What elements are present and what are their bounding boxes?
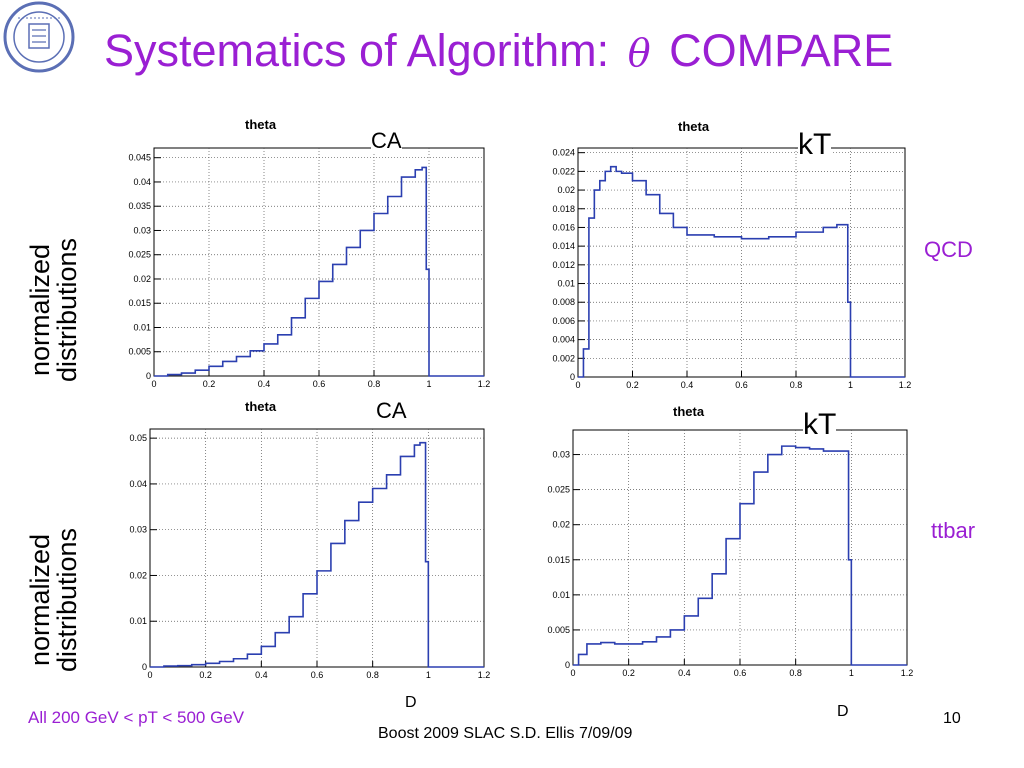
x-tick-label: 1.2 (899, 380, 912, 390)
y-tick-label: 0.015 (547, 555, 570, 565)
x-tick-label: 1 (426, 670, 431, 680)
x-tick-label: 0.4 (255, 670, 268, 680)
y-tick-label: 0.02 (552, 520, 570, 530)
algorithm-label-kt-top: kT (798, 128, 832, 162)
row-label-line1: normalized (25, 533, 55, 667)
algorithm-label-kt-bottom: kT (803, 408, 837, 442)
pt-range-note: All 200 GeV < pT < 500 GeV (28, 708, 245, 727)
x-tick-label: 0.6 (735, 380, 748, 390)
x-tick-label: 0.8 (789, 668, 802, 678)
y-tick-label: 0.025 (128, 250, 151, 260)
title-text: Systematics of Algorithm: (104, 25, 610, 76)
x-tick-label: 0.6 (313, 379, 326, 389)
x-tick-label: 1.2 (901, 668, 914, 678)
row-label-line1: normalized (25, 243, 55, 377)
x-axis-label-d-right: D (837, 703, 849, 720)
row-label-top: normalized distributions (25, 190, 82, 430)
y-tick-label: 0.05 (129, 433, 147, 443)
x-tick-label: 1.2 (478, 670, 491, 680)
row-label-line2: distributions (52, 237, 82, 383)
chart-kt-qcd: 0 0.2 0.4 0.6 0.8 1 1.2 0 0.002 0.004 0.006 0.008 0.… (552, 119, 912, 390)
y-tick-label: 0.022 (552, 166, 575, 176)
qcd-label: QCD (924, 237, 973, 262)
x-axis-label-d-left: D (405, 694, 417, 711)
plot-frame (149, 428, 485, 668)
y-tick-label: 0.02 (133, 274, 151, 284)
y-tick-label: 0.03 (552, 450, 570, 460)
x-tick-label: 0.6 (311, 670, 324, 680)
y-tick-label: 0.045 (128, 153, 151, 163)
y-tick-label: 0.01 (129, 616, 147, 626)
y-tick-label: 0.024 (552, 148, 575, 158)
histogram-series (154, 166, 484, 377)
row-label-bottom: normalized distributions (25, 480, 82, 720)
y-tick-label: 0.015 (128, 298, 151, 308)
x-tick-label: 0.2 (622, 668, 635, 678)
y-tick-label: 0 (570, 372, 575, 382)
y-tick-label: 0.03 (129, 525, 147, 535)
y-tick-label: 0.03 (133, 225, 151, 235)
y-tick-label: 0 (565, 660, 570, 670)
y-tick-label: 0.025 (547, 485, 570, 495)
histogram-series (578, 165, 905, 378)
y-tick-label: 0.016 (552, 222, 575, 232)
x-tick-label: 0.6 (734, 668, 747, 678)
x-tick-label: 0.8 (368, 379, 381, 389)
slide-number: 10 (943, 710, 961, 727)
chart-title: theta (245, 399, 277, 414)
y-tick-label: 0.005 (128, 347, 151, 357)
y-tick-label: 0.04 (133, 177, 151, 187)
algorithm-label-ca-top: CA (371, 128, 402, 154)
x-tick-label: 0.4 (258, 379, 271, 389)
x-tick-label: 0.2 (199, 670, 212, 680)
histogram-series (573, 445, 907, 666)
y-tick-label: 0 (142, 662, 147, 672)
algorithm-label-ca-bottom: CA (376, 398, 407, 424)
x-tick-label: 1 (848, 380, 853, 390)
y-tick-label: 0.006 (552, 316, 575, 326)
y-tick-label: 0.035 (128, 201, 151, 211)
theta-symbol: θ (627, 31, 651, 75)
x-tick-label: 1 (849, 668, 854, 678)
y-tick-label: 0.018 (552, 204, 575, 214)
x-tick-label: 0 (151, 379, 156, 389)
x-tick-label: 0.4 (678, 668, 691, 678)
footer-credit: Boost 2009 SLAC S.D. Ellis 7/09/09 (378, 725, 633, 742)
university-seal-logo (3, 1, 75, 73)
chart-ca-ttbar: 0 0.2 0.4 0.6 0.8 1 1.2 0 0.01 0.02 0.03 0.04 0.05 th… (129, 399, 491, 680)
y-tick-label: 0.008 (552, 297, 575, 307)
y-tick-label: 0.02 (557, 185, 575, 195)
x-tick-label: 0 (575, 380, 580, 390)
y-tick-label: 0.004 (552, 335, 575, 345)
y-tick-label: 0.002 (552, 353, 575, 363)
row-label-line2: distributions (52, 527, 82, 673)
x-tick-label: 0.2 (203, 379, 216, 389)
x-tick-label: 0.4 (681, 380, 694, 390)
x-tick-label: 1 (426, 379, 431, 389)
y-tick-label: 0.01 (552, 590, 570, 600)
title-suffix: COMPARE (669, 25, 894, 76)
x-tick-label: 0.2 (626, 380, 639, 390)
y-tick-label: 0.01 (133, 322, 151, 332)
y-tick-label: 0.02 (129, 570, 147, 580)
chart-title: theta (673, 404, 705, 419)
chart-kt-ttbar: 0 0.2 0.4 0.6 0.8 1 1.2 0 0.005 0.01 0.015 0.02 0.02… (547, 404, 914, 678)
chart-title: theta (245, 117, 277, 132)
y-tick-label: 0.012 (552, 260, 575, 270)
x-tick-label: 0 (570, 668, 575, 678)
chart-title: theta (678, 119, 710, 134)
slide-title: Systematics of Algorithm: θ COMPARE (104, 28, 893, 73)
y-tick-label: 0.014 (552, 241, 575, 251)
histogram-series (150, 441, 484, 668)
y-tick-label: 0 (146, 371, 151, 381)
chart-ca-qcd: 0 0.2 0.4 0.6 0.8 1 1.2 0 0.005 0.01 0.015 0.02 0.02… (128, 117, 491, 389)
x-tick-label: 0.8 (366, 670, 379, 680)
y-tick-label: 0.04 (129, 479, 147, 489)
y-tick-label: 0.01 (557, 279, 575, 289)
x-tick-label: 1.2 (478, 379, 491, 389)
ttbar-label: ttbar (931, 518, 976, 543)
y-tick-label: 0.005 (547, 625, 570, 635)
x-tick-label: 0.8 (790, 380, 803, 390)
x-tick-label: 0 (147, 670, 152, 680)
